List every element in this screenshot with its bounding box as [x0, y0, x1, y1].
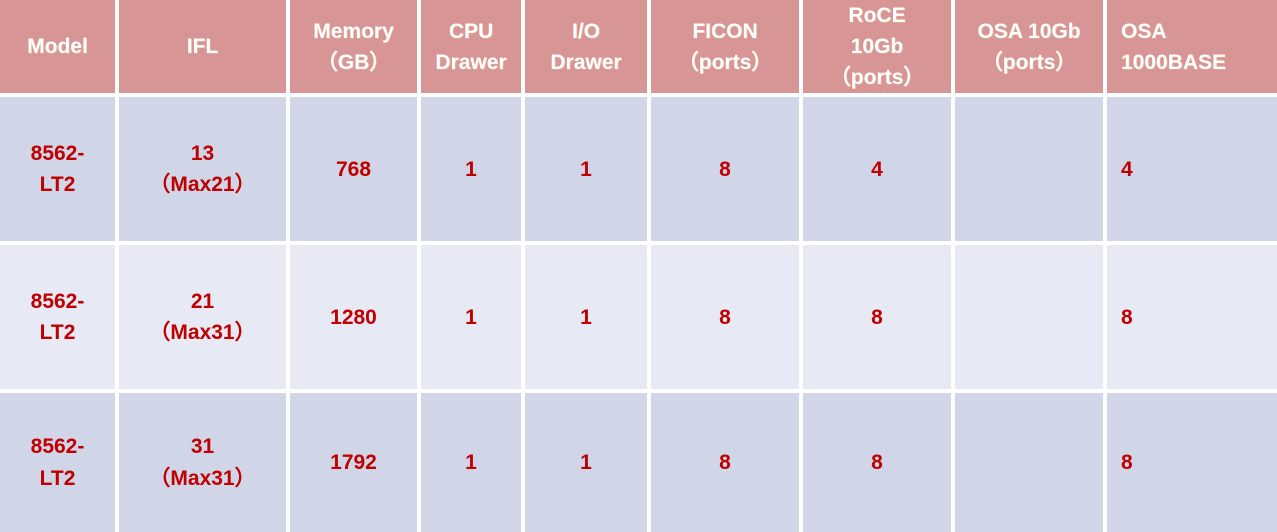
column-header-model: Model [0, 0, 119, 98]
cell-line: 1 [580, 450, 592, 474]
header-row: Model IFL Memory （GB） CPU Drawer I/O Drawer FICO… [0, 0, 1277, 98]
cell-memory: 768 [290, 97, 421, 246]
cell-line: 1 [465, 157, 477, 181]
cell-osa_1000base: 8 [1107, 393, 1277, 532]
column-header-ifl: IFL [119, 0, 290, 98]
cell-line: 768 [335, 157, 372, 181]
cell-line: OSA [1121, 19, 1167, 43]
cell-line: RoCE [848, 4, 906, 27]
cell-line: Drawer [435, 50, 507, 74]
cell-ficon: 8 [651, 393, 803, 532]
column-header-memory: Memory （GB） [290, 0, 421, 98]
cell-line: （ports） [829, 66, 925, 90]
table-body: 8562- LT2 13 （Max21） 768 1 1 8 4 4 8562- LT2 21 （Max3… [0, 97, 1277, 532]
cell-line: 1792 [330, 450, 377, 474]
cell-line: 8 [719, 450, 731, 474]
cell-io_drawer: 1 [525, 245, 651, 394]
cell-line: 8562- [30, 289, 85, 313]
cell-line: （ports） [677, 50, 773, 74]
cell-memory: 1792 [290, 393, 421, 532]
cell-line: 1 [465, 450, 477, 474]
column-header-osa_1000base: OSA 1000BASE [1107, 0, 1277, 98]
table-row: 8562- LT2 13 （Max21） 768 1 1 8 4 4 [0, 97, 1277, 246]
cell-line: Memory [313, 19, 394, 43]
empty-cell-placeholder [969, 169, 1089, 170]
cell-line: 8 [1121, 450, 1133, 474]
table-header: Model IFL Memory （GB） CPU Drawer I/O Drawer FICO… [0, 0, 1277, 98]
cell-line: （Max21） [149, 173, 256, 197]
cell-model: 8562- LT2 [0, 245, 119, 394]
cell-line: 1280 [330, 305, 377, 329]
cell-line: 10Gb [850, 35, 904, 59]
table-row: 8562- LT2 31 （Max31） 1792 1 1 8 8 8 [0, 393, 1277, 532]
column-header-ficon: FICON （ports） [651, 0, 803, 98]
cell-line: 1 [465, 305, 477, 329]
column-header-io_drawer: I/O Drawer [525, 0, 651, 98]
cell-cpu_drawer: 1 [421, 393, 525, 532]
cell-line: LT2 [39, 173, 76, 197]
cell-ifl: 13 （Max21） [119, 97, 290, 246]
cell-line: 8 [871, 450, 883, 474]
cell-io_drawer: 1 [525, 97, 651, 246]
cell-line: 8 [1121, 305, 1133, 329]
column-header-osa_10gb: OSA 10Gb （ports） [955, 0, 1107, 98]
cell-osa_1000base: 4 [1107, 97, 1277, 246]
cell-ficon: 8 [651, 245, 803, 394]
cell-line: LT2 [39, 321, 76, 345]
cell-cpu_drawer: 1 [421, 245, 525, 394]
cell-line: LT2 [39, 466, 76, 490]
cell-line: 31 [190, 435, 215, 459]
cell-line: I/O [571, 19, 600, 43]
cell-line: 4 [871, 157, 883, 181]
empty-cell-placeholder [969, 317, 1089, 318]
table-row: 8562- LT2 21 （Max31） 1280 1 1 8 8 8 [0, 245, 1277, 394]
cell-osa_1000base: 8 [1107, 245, 1277, 394]
cell-line: （ports） [981, 50, 1077, 74]
empty-cell-placeholder [969, 462, 1089, 463]
cell-line: （GB） [316, 50, 391, 74]
column-header-cpu_drawer: CPU Drawer [421, 0, 525, 98]
cell-line: 8 [719, 305, 731, 329]
cell-ficon: 8 [651, 97, 803, 246]
cell-line: 8562- [30, 142, 85, 166]
cell-line: Drawer [550, 50, 622, 74]
cell-io_drawer: 1 [525, 393, 651, 532]
cell-line: CPU [448, 19, 494, 43]
cell-line: 8 [871, 305, 883, 329]
cell-line: 21 [190, 289, 215, 313]
cell-line: 8 [719, 157, 731, 181]
cell-roce: 8 [803, 245, 955, 394]
cell-line: FICON [692, 19, 758, 43]
cell-ifl: 31 （Max31） [119, 393, 290, 532]
cell-memory: 1280 [290, 245, 421, 394]
cell-osa_10gb [955, 97, 1107, 246]
cell-osa_10gb [955, 393, 1107, 532]
cell-roce: 4 [803, 97, 955, 246]
cell-line: 13 [190, 142, 215, 166]
cell-line: 1 [580, 157, 592, 181]
cell-model: 8562- LT2 [0, 97, 119, 246]
cell-model: 8562- LT2 [0, 393, 119, 532]
cell-line: 8562- [30, 435, 85, 459]
cell-line: （Max31） [149, 466, 256, 490]
cell-osa_10gb [955, 245, 1107, 394]
cell-line: 1000BASE [1121, 50, 1227, 74]
cell-cpu_drawer: 1 [421, 97, 525, 246]
column-header-roce: RoCE 10Gb （ports） [803, 0, 955, 98]
cell-roce: 8 [803, 393, 955, 532]
cell-line: Model [27, 35, 88, 59]
cell-line: OSA 10Gb [977, 19, 1081, 43]
cell-line: 4 [1121, 157, 1133, 181]
cell-line: （Max31） [149, 321, 256, 345]
cell-line: IFL [186, 35, 219, 59]
cell-line: 1 [580, 305, 592, 329]
cell-ifl: 21 （Max31） [119, 245, 290, 394]
